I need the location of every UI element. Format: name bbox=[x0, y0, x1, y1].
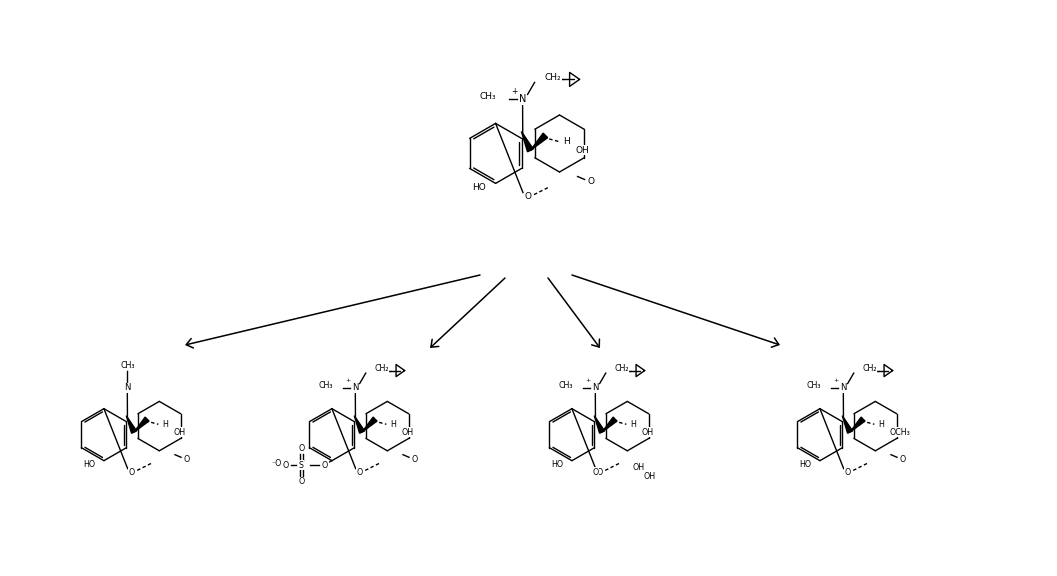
Text: O: O bbox=[593, 468, 599, 476]
Text: +: + bbox=[346, 378, 351, 384]
Text: O: O bbox=[129, 468, 135, 476]
Text: O: O bbox=[524, 192, 532, 201]
Text: H: H bbox=[878, 420, 885, 429]
Text: CH₂: CH₂ bbox=[614, 364, 629, 373]
Text: O: O bbox=[322, 461, 328, 469]
Text: O: O bbox=[298, 477, 304, 486]
Polygon shape bbox=[126, 416, 136, 433]
Text: CH₂: CH₂ bbox=[863, 364, 877, 373]
Text: CH₂: CH₂ bbox=[544, 73, 561, 82]
Text: OH: OH bbox=[644, 472, 655, 481]
Polygon shape bbox=[602, 417, 617, 432]
Text: CH₃: CH₃ bbox=[806, 381, 821, 390]
Text: N: N bbox=[519, 94, 526, 104]
Text: N: N bbox=[352, 384, 358, 392]
Text: ⁻O: ⁻O bbox=[272, 458, 281, 468]
Text: CH₃: CH₃ bbox=[120, 361, 134, 370]
Text: H: H bbox=[631, 420, 636, 429]
Text: O: O bbox=[357, 468, 364, 476]
Text: OCH₃: OCH₃ bbox=[889, 427, 910, 437]
Polygon shape bbox=[363, 417, 377, 432]
Text: O: O bbox=[900, 454, 906, 464]
Text: CH₃: CH₃ bbox=[480, 92, 497, 101]
Text: +: + bbox=[586, 378, 591, 384]
Text: OH: OH bbox=[633, 463, 645, 472]
Text: O: O bbox=[298, 444, 304, 453]
Text: O: O bbox=[184, 454, 190, 464]
Polygon shape bbox=[521, 131, 534, 151]
Text: O: O bbox=[845, 468, 851, 476]
Text: O: O bbox=[588, 177, 595, 186]
Text: CH₃: CH₃ bbox=[558, 381, 573, 390]
Text: +: + bbox=[512, 87, 518, 96]
Text: OH: OH bbox=[575, 146, 589, 155]
Text: H: H bbox=[563, 137, 570, 146]
Polygon shape bbox=[594, 416, 605, 433]
Text: S: S bbox=[298, 461, 303, 469]
Text: HO: HO bbox=[551, 460, 563, 469]
Text: O: O bbox=[282, 461, 289, 469]
Polygon shape bbox=[134, 417, 149, 432]
Text: O: O bbox=[597, 468, 604, 476]
Text: N: N bbox=[124, 384, 130, 392]
Text: HO: HO bbox=[799, 460, 812, 469]
Text: N: N bbox=[840, 384, 847, 392]
Text: HO: HO bbox=[471, 183, 485, 192]
Text: HO: HO bbox=[84, 460, 95, 469]
Text: OH: OH bbox=[642, 427, 653, 437]
Text: +: + bbox=[834, 378, 839, 384]
Text: CH₃: CH₃ bbox=[318, 381, 333, 390]
Text: H: H bbox=[391, 420, 396, 429]
Text: H: H bbox=[163, 420, 168, 429]
Polygon shape bbox=[531, 133, 548, 150]
Polygon shape bbox=[850, 417, 865, 432]
Text: CH₂: CH₂ bbox=[374, 364, 389, 373]
Text: OH: OH bbox=[401, 427, 413, 437]
Polygon shape bbox=[842, 416, 853, 433]
Text: N: N bbox=[592, 384, 598, 392]
Text: OH: OH bbox=[173, 427, 185, 437]
Polygon shape bbox=[354, 416, 365, 433]
Text: O: O bbox=[411, 454, 418, 464]
